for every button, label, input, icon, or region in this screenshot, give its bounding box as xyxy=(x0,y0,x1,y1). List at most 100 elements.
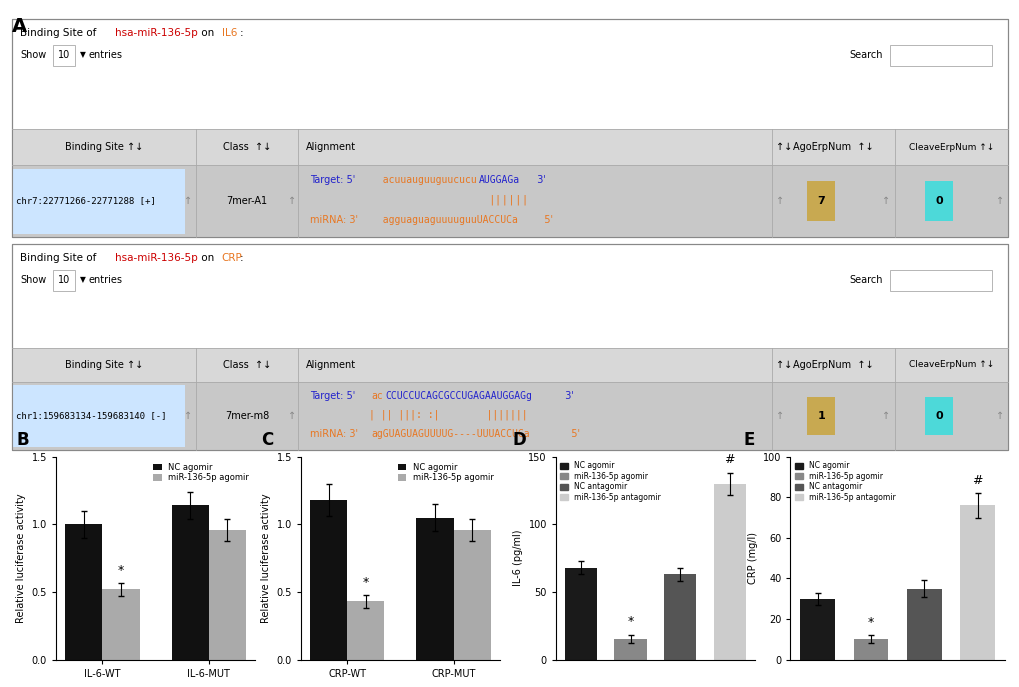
Bar xyxy=(13,385,184,447)
Text: hsa-miR-136-5p: hsa-miR-136-5p xyxy=(115,28,198,38)
Text: Binding Site ↑↓: Binding Site ↑↓ xyxy=(65,360,143,370)
Bar xyxy=(12,382,1007,450)
Text: Target: 5': Target: 5' xyxy=(310,174,355,185)
Bar xyxy=(102,589,140,660)
Text: ↑: ↑ xyxy=(775,196,784,206)
Text: on: on xyxy=(198,28,217,38)
Bar xyxy=(209,530,246,660)
Text: 3': 3' xyxy=(558,391,574,401)
Text: D: D xyxy=(512,431,526,449)
Text: ↑: ↑ xyxy=(881,411,890,421)
Bar xyxy=(12,165,1007,237)
Text: Binding Site of: Binding Site of xyxy=(20,28,100,38)
Text: *: * xyxy=(363,576,369,589)
Text: 7: 7 xyxy=(816,196,824,206)
Bar xyxy=(806,181,835,221)
Text: IL6: IL6 xyxy=(221,28,236,38)
Text: Binding Site of: Binding Site of xyxy=(20,253,100,262)
Text: CleaveErpNum ↑↓: CleaveErpNum ↑↓ xyxy=(908,143,993,152)
Text: 5': 5' xyxy=(565,429,580,439)
Text: CleaveErpNum ↑↓: CleaveErpNum ↑↓ xyxy=(908,361,993,370)
Text: Class  ↑↓: Class ↑↓ xyxy=(222,142,271,153)
Text: CRP: CRP xyxy=(221,253,243,262)
Text: Binding Site ↑↓: Binding Site ↑↓ xyxy=(65,142,143,153)
Text: ↑↓: ↑↓ xyxy=(775,360,792,370)
Bar xyxy=(346,601,384,660)
Text: 0: 0 xyxy=(934,411,942,421)
Text: Class  ↑↓: Class ↑↓ xyxy=(222,360,271,370)
Bar xyxy=(12,129,1007,165)
Bar xyxy=(890,270,991,291)
Bar xyxy=(53,270,75,291)
Text: AgoErpNum  ↑↓: AgoErpNum ↑↓ xyxy=(792,360,873,370)
Text: A: A xyxy=(12,17,28,36)
Text: CCUCCUCAGCGCCUGAGAAUGGAGg: CCUCCUCAGCGCCUGAGAAUGGAGg xyxy=(385,391,532,401)
Bar xyxy=(12,244,1007,450)
Text: ||||||: |||||| xyxy=(488,194,529,205)
Text: Target: 5': Target: 5' xyxy=(310,391,355,401)
Text: :: : xyxy=(239,253,243,262)
Text: E: E xyxy=(743,431,754,449)
Bar xyxy=(171,506,209,660)
Text: agGUAGUAGUUUUG----UUUACCUCa: agGUAGUAGUUUUG----UUUACCUCa xyxy=(371,429,530,439)
Text: ↑: ↑ xyxy=(183,196,192,206)
Legend: NC agomir, miR-136-5p agomir: NC agomir, miR-136-5p agomir xyxy=(152,461,251,484)
Text: 0: 0 xyxy=(934,196,942,206)
Text: ↑: ↑ xyxy=(995,196,1003,206)
Y-axis label: Relative luciferase activity: Relative luciferase activity xyxy=(261,493,271,623)
Y-axis label: Relative luciferase activity: Relative luciferase activity xyxy=(16,493,26,623)
Bar xyxy=(613,639,646,660)
Bar xyxy=(890,45,991,66)
Bar xyxy=(800,598,835,660)
Bar xyxy=(906,589,941,660)
Bar xyxy=(663,574,696,660)
Text: | || |||: :|        |||||||: | || |||: :| ||||||| xyxy=(369,409,528,420)
Text: *: * xyxy=(627,616,633,629)
Text: ac: ac xyxy=(371,391,383,401)
Text: ↑: ↑ xyxy=(775,411,784,421)
Legend: NC agomir, miR-136-5p agomir, NC antagomir, miR-136-5p antagomir: NC agomir, miR-136-5p agomir, NC antagom… xyxy=(794,461,896,503)
Text: ↑: ↑ xyxy=(183,411,192,421)
Text: Alignment: Alignment xyxy=(306,360,356,370)
Text: ↑: ↑ xyxy=(287,411,296,421)
Text: miRNA: 3': miRNA: 3' xyxy=(310,429,358,439)
Text: entries: entries xyxy=(89,50,122,60)
Text: 10: 10 xyxy=(58,275,70,284)
Bar xyxy=(853,639,888,660)
Text: 1: 1 xyxy=(816,411,824,421)
Text: Show: Show xyxy=(20,275,47,284)
Legend: NC agomir, miR-136-5p agomir: NC agomir, miR-136-5p agomir xyxy=(396,461,495,484)
Bar xyxy=(453,530,490,660)
Text: ▼: ▼ xyxy=(79,275,86,284)
Text: AUGGAGa: AUGGAGa xyxy=(478,174,519,185)
Text: AgoErpNum  ↑↓: AgoErpNum ↑↓ xyxy=(792,142,873,153)
Text: 10: 10 xyxy=(58,50,70,60)
Text: Search: Search xyxy=(849,50,882,60)
Bar xyxy=(13,168,184,234)
Text: acuuauguuguucucu: acuuauguuguucucu xyxy=(371,174,477,185)
Text: on: on xyxy=(198,253,217,262)
Bar xyxy=(53,45,75,66)
Bar xyxy=(12,244,1007,450)
Bar xyxy=(924,181,953,221)
Bar xyxy=(806,397,835,435)
Bar xyxy=(65,524,102,660)
Y-axis label: IL-6 (pg/ml): IL-6 (pg/ml) xyxy=(513,530,523,587)
Text: agguaguaguuuuguuUACCUCa: agguaguaguuuuguuUACCUCa xyxy=(371,215,518,225)
Text: #: # xyxy=(723,453,734,466)
Text: :: : xyxy=(239,28,243,38)
Text: ↑: ↑ xyxy=(287,196,296,206)
Text: hsa-miR-136-5p: hsa-miR-136-5p xyxy=(115,253,198,262)
Text: B: B xyxy=(16,431,29,449)
Text: miRNA: 3': miRNA: 3' xyxy=(310,215,358,225)
Bar xyxy=(416,518,453,660)
Text: 7mer-A1: 7mer-A1 xyxy=(226,196,267,206)
Bar xyxy=(12,19,1007,237)
Text: Show: Show xyxy=(20,50,47,60)
Bar xyxy=(12,348,1007,382)
Bar xyxy=(959,506,994,660)
Text: *: * xyxy=(867,616,873,629)
Bar xyxy=(713,484,745,660)
Text: Alignment: Alignment xyxy=(306,142,356,153)
Text: ↑: ↑ xyxy=(881,196,890,206)
